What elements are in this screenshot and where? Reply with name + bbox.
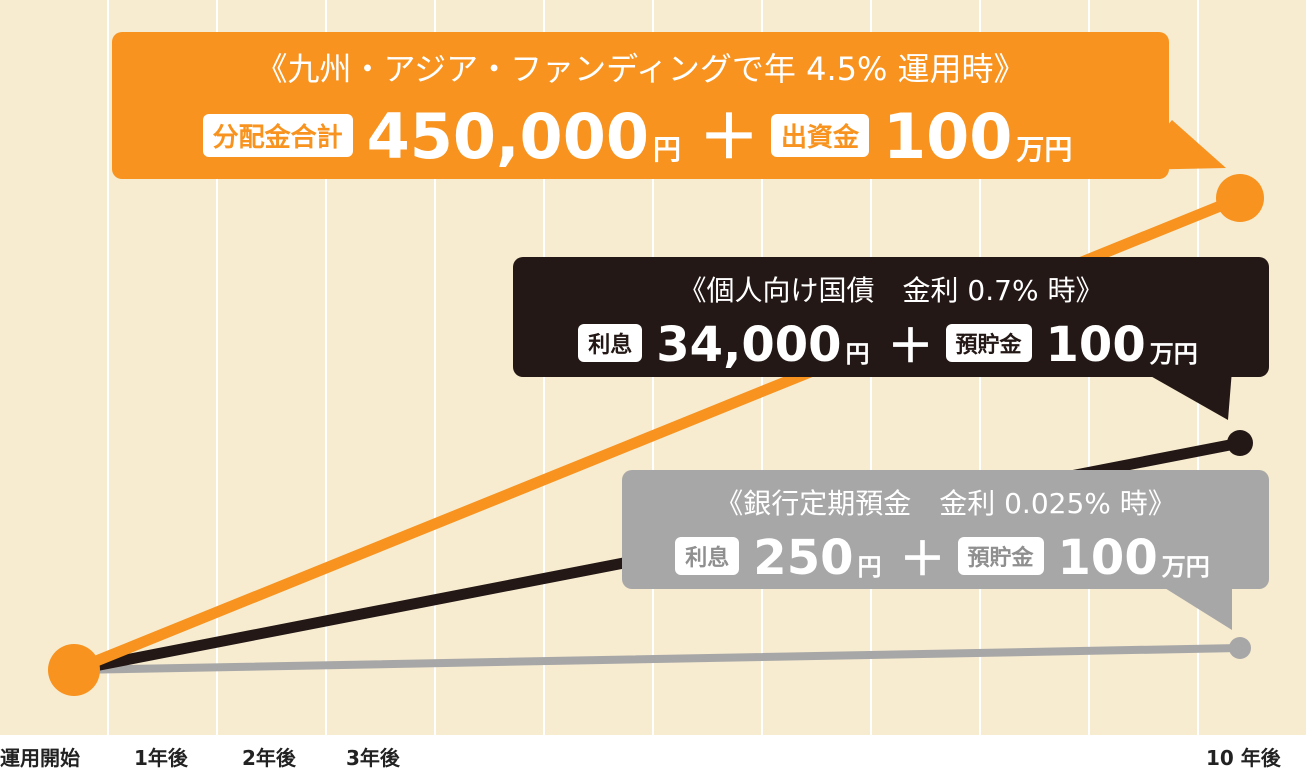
series-endpoint-funding xyxy=(1216,174,1264,222)
callout-funding-amount: 450,000 xyxy=(366,100,649,173)
series-endpoint-bond xyxy=(1227,430,1253,456)
callout-bond-title: 《個人向け国債 金利 0.7% 時》 xyxy=(678,274,1104,307)
series-start-point xyxy=(48,644,100,696)
series-line-bank xyxy=(70,644,1244,674)
callout-bank-tag2: 預貯金 xyxy=(957,537,1044,575)
callout-bank-amount: 250 xyxy=(753,530,854,586)
x-tick-label-3y: 3年後 xyxy=(346,746,400,770)
callout-tail-bank xyxy=(1160,585,1232,630)
callout-bank: 《銀行定期預金 金利 0.025% 時》 利息 250 円 ＋ 預貯金 100 … xyxy=(622,470,1269,589)
callout-funding-unit1: 円 xyxy=(652,133,681,166)
callout-funding-principal: 100 xyxy=(883,100,1013,173)
x-tick-label-1y: 1年後 xyxy=(134,746,188,770)
callout-funding-unit2: 万円 xyxy=(1016,133,1073,166)
callout-funding-title: 《九州・アジア・ファンディングで年 4.5% 運用時》 xyxy=(255,50,1026,88)
callout-bank-title: 《銀行定期預金 金利 0.025% 時》 xyxy=(715,487,1176,520)
x-tick-label-start: 運用開始 xyxy=(0,746,80,770)
callout-tail-bond xyxy=(1140,370,1232,420)
series-endpoint-bank xyxy=(1229,637,1251,659)
callout-bond: 《個人向け国債 金利 0.7% 時》 利息 34,000 円 ＋ 預貯金 100… xyxy=(513,257,1269,377)
x-tick-label-2y: 2年後 xyxy=(242,746,296,770)
callout-bond-principal: 100 xyxy=(1045,317,1146,373)
callout-bond-unit2: 万円 xyxy=(1149,340,1198,368)
series-points xyxy=(48,174,1264,696)
callout-bond-amount: 34,000 xyxy=(656,317,842,373)
callout-bond-tag1: 利息 xyxy=(578,324,643,362)
callout-bank-unit1: 円 xyxy=(857,553,882,581)
callout-bank-plus: ＋ xyxy=(899,532,946,586)
callout-bond-plus: ＋ xyxy=(887,319,934,373)
callout-funding-plus: ＋ xyxy=(698,103,759,173)
callout-bank-tag1: 利息 xyxy=(675,537,740,575)
callout-bank-principal: 100 xyxy=(1057,530,1158,586)
callout-funding-tag1: 分配金合計 xyxy=(202,113,353,157)
callout-bond-unit1: 円 xyxy=(845,340,870,368)
callout-funding: 《九州・アジア・ファンディングで年 4.5% 運用時》 分配金合計 450,00… xyxy=(112,32,1169,179)
x-tick-label-10y: 10 年後 xyxy=(1206,746,1281,770)
callout-bond-tag2: 預貯金 xyxy=(945,324,1032,362)
callout-bank-unit2: 万円 xyxy=(1161,553,1210,581)
callout-funding-tag2: 出資金 xyxy=(770,113,869,157)
